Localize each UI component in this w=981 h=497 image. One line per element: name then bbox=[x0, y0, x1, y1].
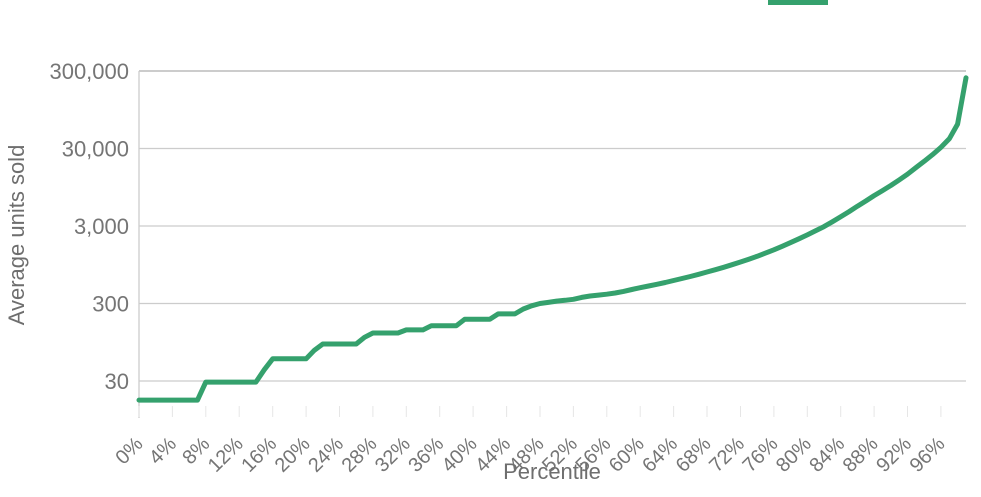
y-tick-label: 3,000 bbox=[74, 214, 129, 239]
x-tick-label: 96% bbox=[906, 433, 950, 477]
x-tick-label: 20% bbox=[271, 433, 315, 477]
x-tick-label: 40% bbox=[438, 433, 482, 477]
x-tick-label: 16% bbox=[237, 433, 281, 477]
x-tick-label: 12% bbox=[204, 433, 248, 477]
x-tick-label: 76% bbox=[739, 433, 783, 477]
x-tick-label: 80% bbox=[772, 433, 816, 477]
x-tick-label: 0% bbox=[112, 433, 148, 469]
x-tick-label: 88% bbox=[839, 433, 883, 477]
series-line[interactable] bbox=[136, 75, 969, 403]
x-tick-label: 68% bbox=[672, 433, 716, 477]
y-tick-label: 30 bbox=[105, 369, 129, 394]
y-tick-label: 300 bbox=[92, 292, 129, 317]
x-axis-title: Percentile bbox=[503, 459, 601, 484]
x-tick-label: 60% bbox=[605, 433, 649, 477]
legend-swatch[interactable] bbox=[768, 0, 828, 5]
y-axis-title: Average units sold bbox=[4, 145, 29, 326]
x-tick-label: 36% bbox=[404, 433, 448, 477]
x-tick-label: 72% bbox=[705, 433, 749, 477]
x-tick-label: 64% bbox=[638, 433, 682, 477]
x-tick-label: 28% bbox=[338, 433, 382, 477]
x-tick-label: 84% bbox=[805, 433, 849, 477]
x-tick-label: 92% bbox=[872, 433, 916, 477]
x-tick-label: 4% bbox=[145, 433, 181, 469]
x-tick-label: 32% bbox=[371, 433, 415, 477]
y-tick-label: 300,000 bbox=[49, 59, 129, 84]
x-tick-label: 24% bbox=[304, 433, 348, 477]
y-tick-label: 30,000 bbox=[62, 137, 129, 162]
